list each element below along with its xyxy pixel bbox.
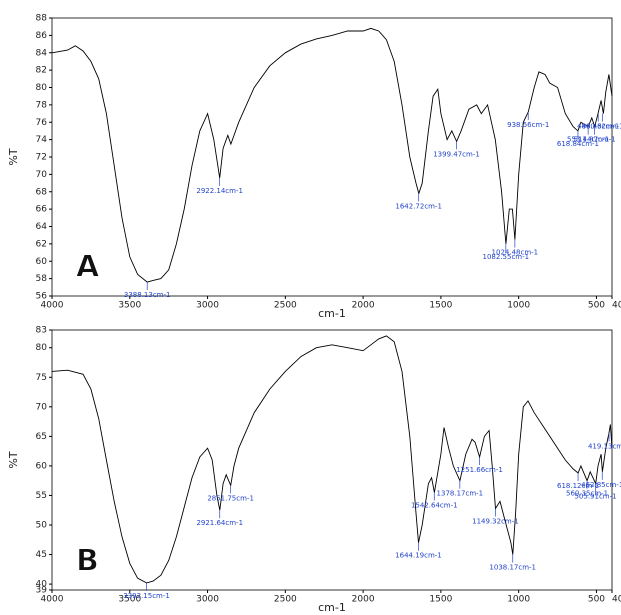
- peak-label: 3388.13cm-1: [124, 291, 171, 299]
- y-tick-label: 82: [36, 66, 47, 76]
- peak-label: 1399.47cm-1: [433, 150, 480, 158]
- x-tick-label: 4000: [41, 595, 64, 605]
- peak-label: 1251.66cm-1: [456, 466, 503, 474]
- y-tick-label: 55: [36, 491, 47, 501]
- x-axis-label: cm-1: [318, 601, 346, 614]
- peak-label: 505.91cm-1: [574, 493, 616, 501]
- y-tick-label: 75: [36, 373, 47, 383]
- y-tick-label: 39: [36, 586, 48, 596]
- peak-label: 1082.55cm-1: [483, 253, 530, 261]
- y-tick-label: 78: [36, 100, 48, 110]
- y-axis-label: %T: [7, 148, 20, 165]
- y-tick-label: 45: [36, 550, 47, 560]
- peak-label: 560.35cm-1: [566, 490, 608, 498]
- x-tick-label: 2000: [352, 595, 375, 605]
- peak-label: 1024.48cm-1: [492, 249, 539, 257]
- peak-label: 938.56cm-1: [507, 121, 549, 129]
- x-tick-label: 3000: [196, 595, 219, 605]
- peak-label: 2922.14cm-1: [196, 187, 243, 195]
- peak-label: 2851.75cm-1: [207, 494, 254, 502]
- peak-label: 1378.17cm-1: [437, 490, 484, 498]
- peak-label: 511.87cm-1: [574, 136, 616, 144]
- y-tick-label: 70: [36, 402, 48, 412]
- y-tick-label: 74: [36, 135, 48, 145]
- peak-label: 3392.15cm-1: [123, 592, 170, 600]
- y-tick-label: 70: [36, 170, 48, 180]
- x-tick-label: 2500: [274, 595, 297, 605]
- x-tick-label: 3500: [118, 595, 141, 605]
- y-tick-label: 62: [36, 239, 47, 249]
- y-tick-label: 60: [36, 257, 48, 267]
- peak-label: 1038.17cm-1: [489, 564, 536, 572]
- y-tick-label: 80: [36, 83, 48, 93]
- y-tick-label: 83: [36, 326, 47, 336]
- x-tick-label: 400: [612, 301, 621, 311]
- y-tick-label: 80: [36, 343, 48, 353]
- peak-label: 488.43cm-1: [577, 123, 619, 131]
- y-tick-label: 84: [36, 48, 48, 58]
- y-tick-label: 58: [36, 274, 48, 284]
- x-tick-label: 2000: [352, 301, 375, 311]
- y-tick-label: 60: [36, 461, 48, 471]
- x-tick-label: 2500: [274, 301, 297, 311]
- y-tick-label: 66: [36, 205, 48, 215]
- x-tick-label: 1000: [507, 595, 530, 605]
- y-tick-label: 68: [36, 187, 48, 197]
- y-tick-label: 65: [36, 432, 47, 442]
- y-tick-label: 40: [36, 580, 48, 590]
- peak-label: 1644.19cm-1: [395, 552, 442, 560]
- x-tick-label: 1500: [429, 595, 452, 605]
- spectrum-line: [51, 335, 613, 584]
- x-tick-label: 4000: [41, 301, 64, 311]
- y-tick-label: 88: [36, 14, 48, 24]
- peak-label: 1149.32cm-1: [472, 517, 519, 525]
- y-tick-label: 76: [36, 118, 48, 128]
- peak-label: 1542.64cm-1: [411, 502, 458, 510]
- y-tick-label: 64: [36, 222, 48, 232]
- peak-label: 553.44cm-1: [567, 136, 609, 144]
- peak-label: 618.12cm-1: [557, 482, 599, 490]
- y-axis-label: %T: [7, 451, 20, 468]
- plot-frame: [51, 329, 613, 591]
- y-tick-label: 72: [36, 153, 47, 163]
- x-tick-label: 1500: [429, 301, 452, 311]
- x-tick-label: 1000: [507, 301, 530, 311]
- y-tick-label: 86: [36, 31, 48, 41]
- y-tick-label: 50: [36, 521, 48, 531]
- peak-label: 618.84cm-1: [557, 140, 599, 148]
- panel-label: B: [76, 544, 99, 579]
- spectrum-line: [51, 27, 613, 283]
- x-tick-label: 3500: [118, 301, 141, 311]
- x-axis-label: cm-1: [318, 307, 346, 320]
- peak-label: 2921.64cm-1: [196, 519, 243, 527]
- x-tick-label: 500: [588, 301, 605, 311]
- panel-label: A: [76, 250, 100, 285]
- x-tick-label: 3000: [196, 301, 219, 311]
- peak-label: 460.62cm-1: [581, 123, 621, 131]
- peak-label: 419.13cm-1: [588, 442, 621, 450]
- x-tick-label: 500: [588, 595, 605, 605]
- x-tick-label: 400: [612, 595, 621, 605]
- y-tick-label: 56: [36, 292, 48, 302]
- peak-label: 1642.72cm-1: [395, 202, 442, 210]
- peak-label: 462.85cm-1: [581, 481, 621, 489]
